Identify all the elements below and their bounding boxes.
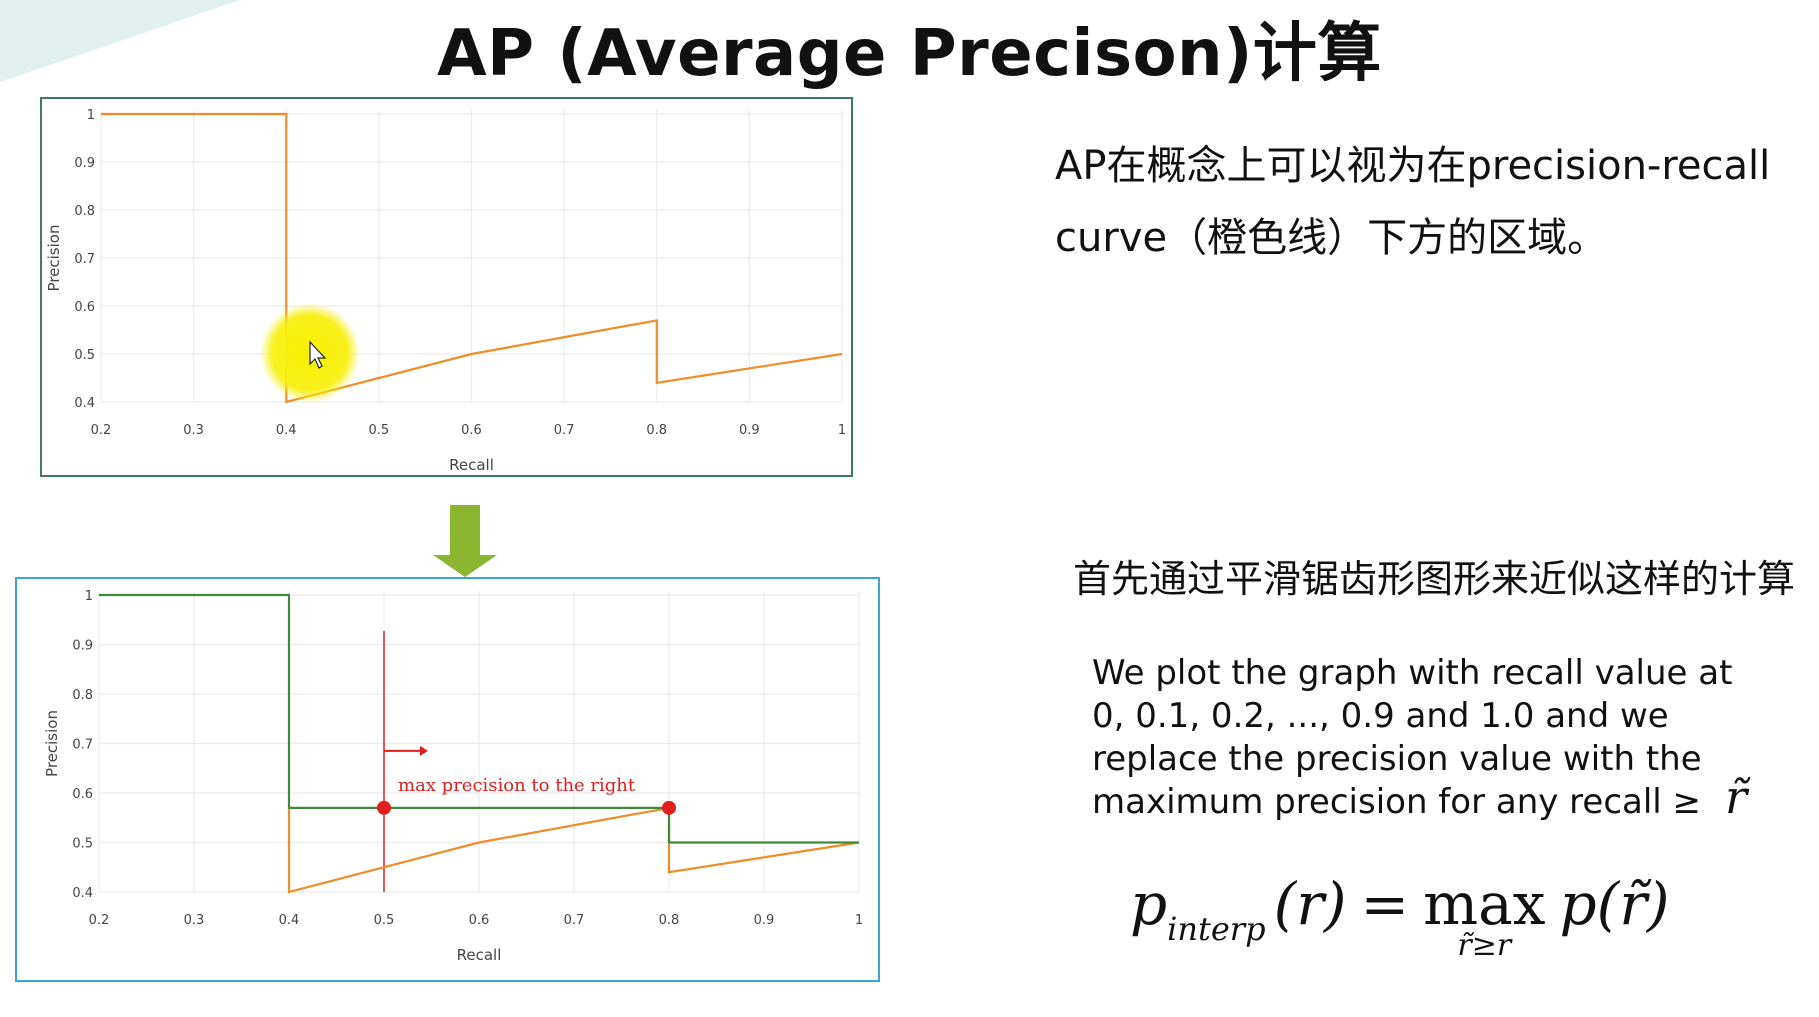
interpolation-description: We plot the graph with recall value at 0…	[1092, 652, 1792, 824]
cursor-pointer-icon	[309, 340, 327, 369]
x-tick-label: 0.5	[369, 423, 390, 438]
y-tick-label: 0.9	[72, 639, 93, 654]
x-tick-label: 0.9	[754, 913, 775, 928]
interpolated-pr-svg: 0.2 0.3 0.4 0.5 0.6 0.7 0.8 0.9 1 0.4 0.5 0.6 0.7 0.8…	[43, 589, 863, 964]
annotation-arrow-head	[420, 745, 428, 756]
y-tick-label: 0.4	[72, 886, 93, 901]
interpolation-line4: maximum precision for any recall ≥	[1092, 782, 1702, 822]
page-title: AP (Average Precison)计算	[437, 17, 1382, 91]
y-tick-label: 1	[87, 108, 95, 123]
series-line-1	[99, 593, 859, 844]
pr-curve-svg: 0.2 0.3 0.4 0.5 0.6 0.7 0.8 0.9 1 0.4 0.5 0.6 0.7 0.8…	[45, 108, 846, 474]
y-tick-label: 0.6	[74, 300, 95, 315]
series-line-0	[287, 806, 860, 894]
y-tick-label: 0.8	[74, 204, 95, 219]
x-tick-label: 1	[855, 913, 863, 928]
series-line-0	[101, 112, 843, 404]
y-tick-label: 0.7	[74, 252, 95, 267]
y-axis-label: Precision	[43, 710, 61, 777]
x-tick-label: 0.6	[469, 913, 490, 928]
y-tick-label: 1	[85, 589, 93, 604]
r-tilde-symbol: r̃	[1725, 770, 1747, 824]
x-axis-label: Recall	[449, 456, 494, 474]
interpolation-line3: replace the precision value with the	[1092, 739, 1702, 779]
x-tick-label: 0.3	[184, 913, 205, 928]
y-tick-label: 0.8	[72, 688, 93, 703]
y-tick-label: 0.7	[72, 738, 93, 753]
formula-rhs: p(r̃)	[1559, 870, 1670, 938]
formula-subscript: interp	[1167, 910, 1266, 948]
x-tick-label: 0.6	[461, 423, 482, 438]
x-tick-label: 0.4	[279, 913, 300, 928]
y-tick-label: 0.6	[72, 787, 93, 802]
interp-formula: pinterp (r) = max r̃≥r p(r̃)	[1130, 870, 1670, 963]
interpolated-pr-chart: 0.2 0.3 0.4 0.5 0.6 0.7 0.8 0.9 1 0.4 0.5 0.6 0.7 0.8…	[15, 577, 880, 982]
down-arrow-icon	[433, 505, 497, 577]
x-tick-label: 0.2	[91, 423, 112, 438]
marker-point	[662, 800, 676, 815]
y-tick-label: 0.4	[74, 396, 95, 411]
formula-max-under: r̃≥r	[1457, 928, 1512, 963]
y-tick-label: 0.9	[74, 156, 95, 171]
ap-description: AP在概念上可以视为在precision-recall curve（橙色线）下方…	[1055, 130, 1795, 274]
x-tick-label: 0.9	[739, 423, 760, 438]
x-tick-label: 0.2	[89, 913, 110, 928]
x-tick-label: 0.7	[554, 423, 575, 438]
marker-point	[377, 800, 391, 815]
x-tick-label: 0.3	[183, 423, 204, 438]
pr-curve-chart: 0.2 0.3 0.4 0.5 0.6 0.7 0.8 0.9 1 0.4 0.5 0.6 0.7 0.8…	[40, 97, 853, 477]
formula-p: p	[1130, 870, 1168, 938]
x-axis-label: Recall	[457, 946, 502, 964]
y-axis-label: Precision	[45, 225, 63, 292]
x-tick-label: 0.8	[659, 913, 680, 928]
y-tick-label: 0.5	[74, 348, 95, 363]
interpolation-line1: We plot the graph with recall value at	[1092, 653, 1733, 693]
formula-max-group: max r̃≥r	[1423, 870, 1546, 963]
x-tick-label: 0.7	[564, 913, 585, 928]
corner-decoration	[0, 0, 240, 82]
formula-equals: =	[1360, 870, 1410, 938]
x-tick-label: 0.4	[276, 423, 297, 438]
ap-description-line1: AP在概念上可以视为在precision-recall	[1055, 143, 1771, 189]
annotation-text: max precision to the right	[398, 775, 636, 796]
y-tick-label: 0.5	[72, 837, 93, 852]
x-tick-label: 1	[838, 423, 846, 438]
smoothing-description: 首先通过平滑锯齿形图形来近似这样的计算	[1073, 557, 1796, 601]
interpolation-line2: 0, 0.1, 0.2, ..., 0.9 and 1.0 and we	[1092, 696, 1669, 736]
ap-description-line2: curve（橙色线）下方的区域。	[1055, 215, 1608, 261]
formula-max: max	[1423, 870, 1546, 938]
x-tick-label: 0.8	[646, 423, 667, 438]
formula-lhs-arg: (r)	[1273, 870, 1347, 938]
x-tick-label: 0.5	[374, 913, 395, 928]
